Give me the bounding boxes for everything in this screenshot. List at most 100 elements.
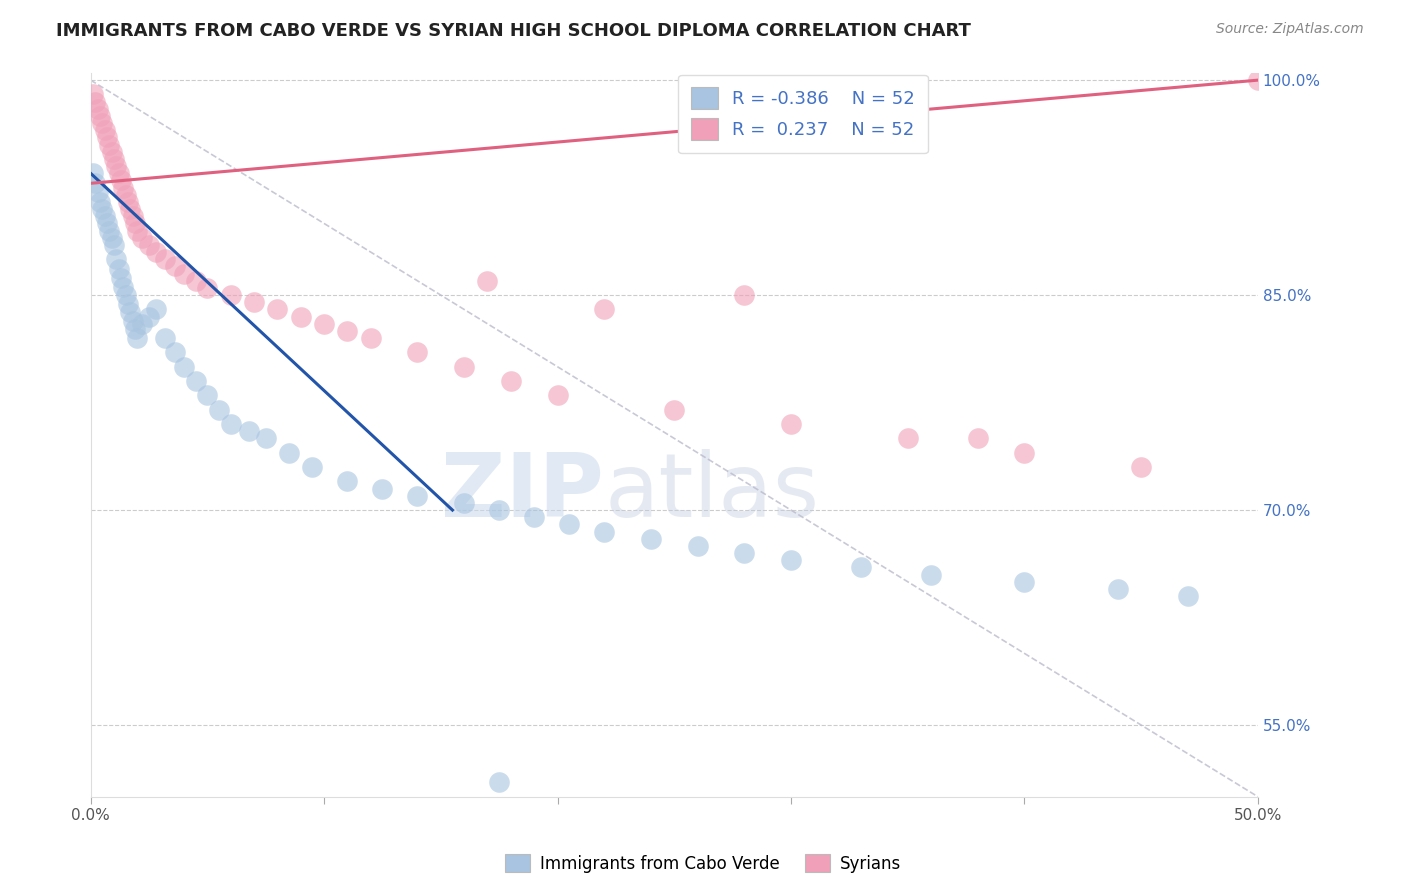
Point bbox=[163, 345, 186, 359]
Point bbox=[336, 324, 359, 338]
Point bbox=[849, 560, 872, 574]
Point bbox=[84, 95, 107, 109]
Point bbox=[593, 524, 616, 539]
Point bbox=[120, 202, 142, 216]
Point bbox=[107, 166, 129, 180]
Point bbox=[110, 173, 132, 187]
Text: IMMIGRANTS FROM CABO VERDE VS SYRIAN HIGH SCHOOL DIPLOMA CORRELATION CHART: IMMIGRANTS FROM CABO VERDE VS SYRIAN HIG… bbox=[56, 22, 972, 40]
Point bbox=[117, 194, 139, 209]
Point bbox=[1014, 446, 1036, 460]
Point bbox=[120, 305, 142, 319]
Text: atlas: atlas bbox=[605, 450, 820, 536]
Point bbox=[98, 224, 121, 238]
Point bbox=[93, 209, 115, 223]
Point bbox=[780, 553, 803, 567]
Point bbox=[1130, 460, 1153, 475]
Point bbox=[184, 274, 207, 288]
Point bbox=[477, 274, 499, 288]
Point bbox=[499, 374, 522, 388]
Point bbox=[733, 546, 755, 560]
Point bbox=[664, 402, 686, 417]
Point bbox=[173, 359, 195, 374]
Point bbox=[640, 532, 662, 546]
Point bbox=[547, 388, 569, 402]
Point bbox=[1364, 281, 1386, 295]
Point bbox=[219, 417, 242, 431]
Point bbox=[336, 475, 359, 489]
Point bbox=[131, 317, 153, 331]
Point bbox=[105, 252, 128, 267]
Point bbox=[686, 539, 709, 553]
Point bbox=[127, 331, 149, 345]
Point bbox=[488, 775, 510, 789]
Point bbox=[278, 446, 301, 460]
Point bbox=[145, 302, 167, 317]
Point bbox=[155, 331, 177, 345]
Point bbox=[82, 166, 104, 180]
Point bbox=[82, 87, 104, 102]
Text: ZIP: ZIP bbox=[441, 450, 605, 536]
Point bbox=[105, 159, 128, 173]
Point bbox=[406, 345, 429, 359]
Point bbox=[266, 302, 288, 317]
Point bbox=[86, 102, 108, 116]
Point bbox=[371, 482, 394, 496]
Point bbox=[195, 281, 218, 295]
Point bbox=[1247, 73, 1270, 87]
Point bbox=[114, 288, 136, 302]
Point bbox=[312, 317, 335, 331]
Point bbox=[100, 231, 122, 245]
Point bbox=[173, 267, 195, 281]
Point bbox=[138, 238, 160, 252]
Point bbox=[184, 374, 207, 388]
Legend: Immigrants from Cabo Verde, Syrians: Immigrants from Cabo Verde, Syrians bbox=[498, 847, 908, 880]
Point bbox=[523, 510, 546, 524]
Point bbox=[360, 331, 382, 345]
Point bbox=[145, 245, 167, 260]
Point bbox=[301, 460, 323, 475]
Point bbox=[131, 231, 153, 245]
Point bbox=[163, 260, 186, 274]
Point bbox=[1014, 574, 1036, 589]
Point bbox=[453, 359, 475, 374]
Point bbox=[138, 310, 160, 324]
Point bbox=[243, 295, 266, 310]
Point bbox=[91, 202, 114, 216]
Point bbox=[254, 431, 277, 445]
Point bbox=[558, 517, 581, 532]
Text: Source: ZipAtlas.com: Source: ZipAtlas.com bbox=[1216, 22, 1364, 37]
Point bbox=[98, 137, 121, 152]
Point bbox=[103, 152, 125, 166]
Point bbox=[96, 130, 118, 145]
Point bbox=[208, 402, 231, 417]
Point bbox=[290, 310, 312, 324]
Legend: R = -0.386    N = 52, R =  0.237    N = 52: R = -0.386 N = 52, R = 0.237 N = 52 bbox=[678, 75, 928, 153]
Point bbox=[112, 180, 135, 194]
Point bbox=[238, 424, 260, 438]
Point bbox=[121, 314, 143, 328]
Point bbox=[93, 123, 115, 137]
Point bbox=[103, 238, 125, 252]
Point bbox=[453, 496, 475, 510]
Point bbox=[110, 271, 132, 285]
Point bbox=[488, 503, 510, 517]
Point bbox=[84, 177, 107, 191]
Point bbox=[593, 302, 616, 317]
Point bbox=[1107, 582, 1129, 596]
Point bbox=[91, 116, 114, 130]
Point bbox=[117, 296, 139, 310]
Point bbox=[112, 279, 135, 293]
Point bbox=[89, 109, 111, 123]
Point bbox=[155, 252, 177, 267]
Point bbox=[780, 417, 803, 431]
Point bbox=[124, 322, 146, 336]
Point bbox=[1177, 589, 1199, 603]
Point bbox=[96, 217, 118, 231]
Point bbox=[89, 194, 111, 209]
Point bbox=[195, 388, 218, 402]
Point bbox=[121, 209, 143, 223]
Point bbox=[114, 187, 136, 202]
Point bbox=[966, 431, 988, 445]
Point bbox=[127, 224, 149, 238]
Point bbox=[100, 145, 122, 159]
